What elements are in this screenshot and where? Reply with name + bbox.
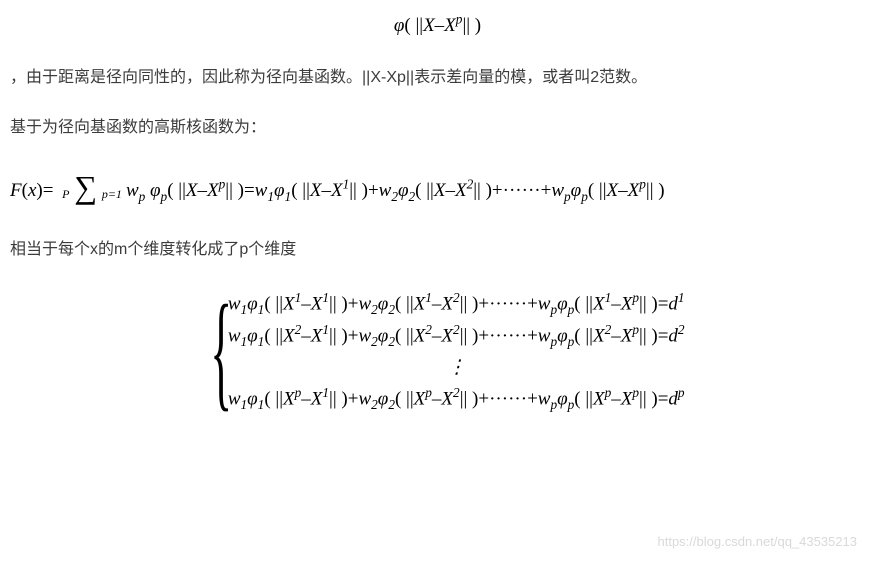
sigma-icon: P ∑ p=1 [62,173,122,210]
formula-phi: φ( ||X–Xp|| ) [10,8,865,44]
system-row-2: w1φ1( ||X2–X1|| )+w2φ2( ||X2–X2|| )+····… [228,320,685,353]
paragraph-rbf-description: ，由于距离是径向同性的，因此称为径向基函数。||X-Xp||表示差向量的模，或者… [10,64,865,93]
system-row-p: w1φ1( ||Xp–X1|| )+w2φ2( ||Xp–X2|| )+····… [228,383,685,416]
formula-line: F(x)= P ∑ p=1 wp φp( ||X–Xp|| )=w1φ1( ||… [10,180,665,201]
left-brace-icon: { [211,286,233,416]
system-vdots: ⋮ [228,353,685,382]
brace-rows: w1φ1( ||X1–X1|| )+w2φ2( ||X1–X2|| )+····… [228,286,685,416]
phi-expr: φ( ||X–Xp|| ) [394,15,481,36]
watermark: https://blog.csdn.net/qq_43535213 [658,530,858,553]
formula-gaussian-kernel: F(x)= P ∑ p=1 wp φp( ||X–Xp|| )=w1φ1( ||… [10,173,865,211]
paragraph-dimension: 相当于每个x的m个维度转化成了p个维度 [10,236,865,265]
equation-system: { w1φ1( ||X1–X1|| )+w2φ2( ||X1–X2|| )+··… [10,286,865,416]
system-row-1: w1φ1( ||X1–X1|| )+w2φ2( ||X1–X2|| )+····… [228,288,685,321]
paragraph-gaussian-intro: 基于为径向基函数的高斯核函数为： [10,114,865,143]
